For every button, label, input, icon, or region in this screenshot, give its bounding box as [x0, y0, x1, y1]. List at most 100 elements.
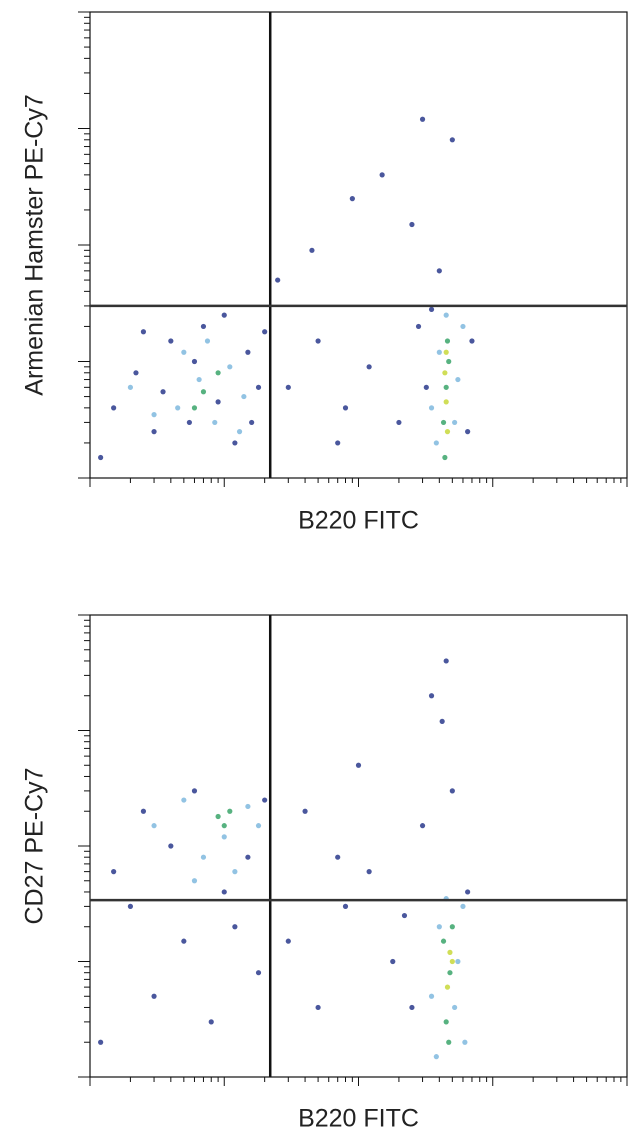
panel: B220 FITC CD27 PE-Cy7	[21, 614, 628, 1133]
event-dot	[442, 370, 448, 376]
x-axis-label: B220 FITC	[298, 1105, 419, 1133]
event-dot	[227, 364, 233, 370]
event-dot	[465, 889, 471, 895]
event-dot	[433, 1054, 439, 1060]
event-dot	[396, 419, 402, 426]
event-dot	[221, 823, 227, 829]
event-dot	[212, 419, 218, 426]
event-dot	[444, 429, 451, 435]
event-dot	[232, 924, 238, 930]
event-dot	[133, 370, 139, 376]
event-dot	[236, 429, 243, 435]
event-dot	[181, 349, 187, 355]
event-dot	[366, 364, 372, 370]
event-dot	[245, 854, 251, 860]
event-dot	[285, 384, 291, 390]
event-dot	[449, 958, 455, 965]
event-dot	[215, 399, 221, 405]
event-dot	[436, 268, 442, 274]
event-dot	[204, 338, 211, 344]
event-dot	[191, 788, 198, 794]
event-dot	[98, 454, 104, 461]
event-dot	[446, 358, 452, 365]
event-dot	[462, 1039, 468, 1045]
event-dot	[335, 440, 341, 446]
y-axis-label: CD27 PE-Cy7	[21, 768, 49, 925]
event-dot	[140, 808, 147, 814]
event-dot	[428, 306, 435, 313]
event-dot	[443, 384, 449, 390]
event-dot	[436, 349, 442, 355]
event-dot	[379, 172, 385, 178]
event-dot	[446, 1039, 452, 1045]
event-dot	[443, 312, 449, 318]
event-dot	[452, 419, 458, 426]
event-dot	[262, 329, 268, 335]
event-dot	[366, 869, 372, 875]
event-dot	[221, 312, 227, 318]
event-dot	[168, 338, 174, 344]
event-dot	[127, 903, 134, 909]
plot-frame	[89, 11, 628, 479]
event-dot	[111, 869, 117, 875]
event-dot	[227, 808, 233, 814]
panel: B220 FITC Armenian Hamster PE-Cy7	[21, 11, 628, 535]
event-dot	[428, 993, 435, 999]
event-dot	[140, 329, 147, 335]
x-axis-label: B220 FITC	[298, 507, 419, 535]
event-dot	[151, 429, 157, 435]
event-dot	[442, 454, 448, 461]
event-dot	[275, 277, 281, 283]
event-dot	[440, 419, 447, 426]
event-dot	[335, 854, 341, 860]
event-dot	[232, 440, 238, 446]
event-dot	[285, 938, 291, 944]
event-dot	[428, 693, 435, 699]
event-dot	[465, 429, 471, 435]
event-dot	[455, 958, 461, 965]
event-dot	[181, 938, 187, 944]
event-dot	[232, 869, 238, 875]
event-dot	[309, 247, 315, 253]
event-dot	[151, 993, 157, 999]
event-dot	[423, 384, 429, 390]
event-dot	[191, 358, 198, 365]
event-dot	[151, 823, 157, 829]
event-dot	[409, 221, 415, 228]
event-dot	[241, 393, 247, 400]
event-dot	[355, 762, 362, 768]
event-dot	[436, 924, 442, 930]
event-dot	[444, 338, 451, 344]
event-dot	[200, 323, 207, 330]
event-dot	[443, 399, 449, 405]
event-dot	[440, 938, 447, 944]
event-dot	[196, 376, 202, 383]
event-dot	[262, 797, 268, 803]
event-dot	[200, 389, 207, 395]
event-dot	[255, 970, 262, 976]
event-dot	[111, 405, 117, 411]
event-dot	[455, 376, 461, 383]
event-dot	[419, 116, 426, 122]
event-dot	[460, 903, 466, 909]
event-dot	[433, 440, 439, 446]
event-dot	[255, 384, 262, 390]
event-dot	[419, 823, 426, 829]
event-dot	[315, 338, 321, 344]
event-dot	[191, 405, 198, 411]
event-dot	[449, 788, 455, 794]
event-dot	[443, 658, 449, 664]
event-dot	[181, 797, 187, 803]
event-dot	[415, 323, 422, 330]
event-dot	[447, 970, 453, 976]
event-dot	[452, 1004, 458, 1011]
event-dot	[255, 823, 262, 829]
event-dot	[342, 405, 349, 411]
event-dot	[186, 419, 192, 426]
event-dot	[390, 958, 396, 965]
event-dot	[444, 984, 451, 990]
event-dot	[168, 843, 174, 849]
event-dot	[342, 903, 349, 909]
event-dot	[221, 834, 227, 840]
event-dot	[245, 349, 251, 355]
